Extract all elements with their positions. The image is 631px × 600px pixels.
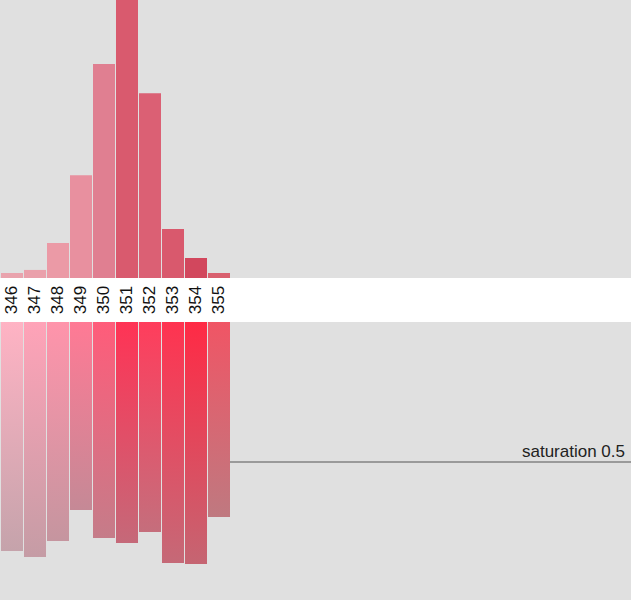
svg-text:348: 348 [48,286,67,314]
svg-text:346: 346 [8,286,21,314]
svg-text:354: 354 [186,286,205,314]
svg-text:347: 347 [25,286,44,314]
svg-text:353: 353 [163,286,182,314]
svg-text:349: 349 [71,286,90,314]
svg-text:351: 351 [117,286,136,314]
svg-text:355: 355 [209,286,228,314]
svg-text:350: 350 [94,286,113,314]
svg-text:saturation 0.5: saturation 0.5 [522,442,623,461]
svg-text:352: 352 [140,286,159,314]
